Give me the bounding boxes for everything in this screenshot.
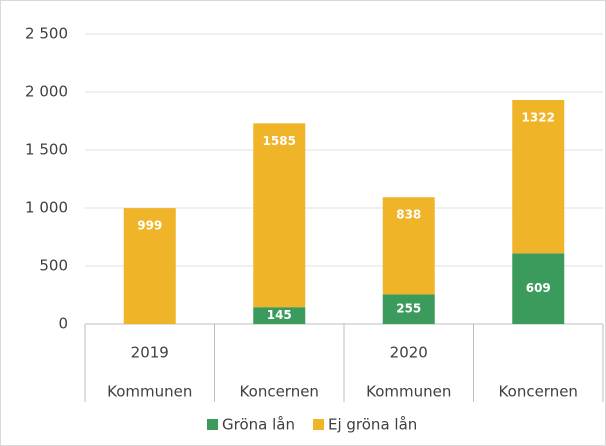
data-label: 999 (137, 219, 162, 233)
y-tick-label: 2 000 (25, 83, 68, 101)
legend-swatch (312, 419, 324, 430)
bar-segment (382, 197, 435, 295)
y-tick-label: 500 (39, 257, 68, 275)
y-tick-label: 1 000 (25, 199, 68, 217)
bar-segment (123, 208, 176, 324)
data-label: 1322 (522, 111, 555, 125)
group-label: 2020 (390, 344, 428, 362)
data-label: 609 (526, 281, 551, 295)
legend-swatch (207, 419, 218, 430)
legend-label: Ej gröna lån (328, 416, 417, 434)
y-tick-label: 1 500 (25, 141, 68, 159)
y-tick-label: 0 (58, 315, 68, 333)
bar-segment (382, 294, 435, 324)
x-tick-label: Kommunen (107, 383, 192, 401)
data-label: 1585 (263, 134, 296, 148)
group-label: 2019 (131, 344, 169, 362)
x-tick-label: Kommunen (366, 383, 451, 401)
bar-segment (512, 253, 565, 324)
data-label: 255 (396, 302, 421, 316)
data-label: 145 (267, 308, 292, 322)
x-tick-label: Koncernen (499, 383, 578, 401)
bar-segment (253, 307, 306, 324)
bar-segment (253, 123, 306, 308)
y-tick-label: 2 500 (25, 25, 68, 43)
bar-segment (512, 100, 565, 254)
data-label: 838 (396, 208, 421, 222)
legend-label: Gröna lån (222, 416, 295, 434)
x-tick-label: Koncernen (240, 383, 319, 401)
